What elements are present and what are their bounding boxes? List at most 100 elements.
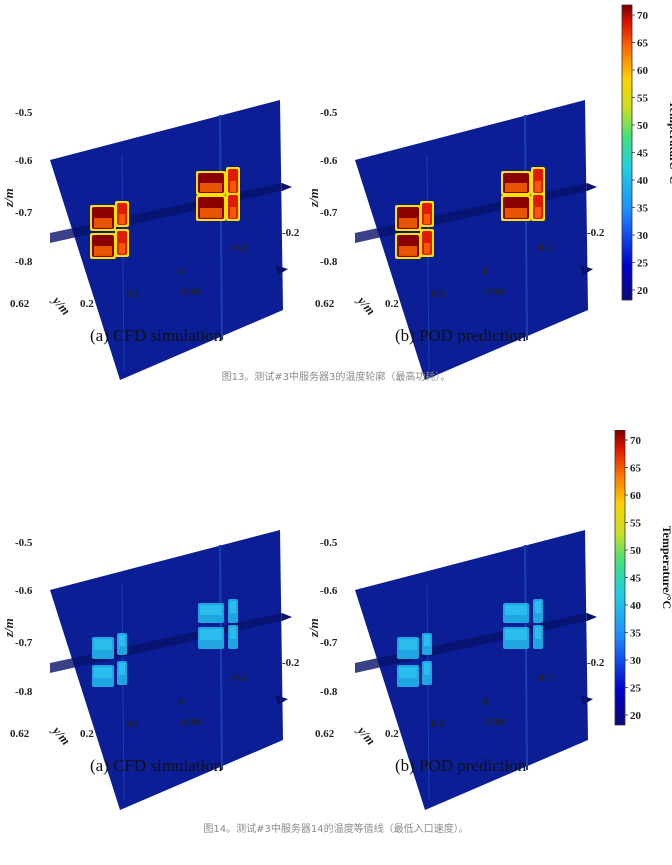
z-axis-label: z/m: [1, 618, 16, 638]
figure-13-caption: 图13。测试#3中服务器3的温度轮廓（最高功耗）。: [221, 372, 451, 383]
x-tick-label: 0: [483, 266, 489, 278]
colorbar-tick-label: 45: [630, 573, 642, 585]
server-block-highlight: [200, 629, 222, 640]
server-block-highlight: [399, 639, 417, 650]
panel-label: (a) CFD simulation: [90, 326, 223, 345]
x-tick-label: 0: [483, 696, 489, 708]
plane-fin: [587, 613, 597, 621]
z-tick-label: -0.5: [320, 537, 338, 549]
x-tick-label: 0.1: [431, 288, 445, 300]
colorbar-tick-label: 60: [637, 65, 649, 77]
server-block-highlight: [119, 635, 125, 646]
colorbar-tick-label: 65: [630, 463, 642, 475]
server-block-highlight: [505, 629, 527, 640]
x-tick-label: -0.2: [282, 227, 300, 239]
plane-seam: [524, 114, 528, 341]
server-block-highlight: [424, 214, 430, 224]
colorbar-tick-label: 70: [637, 10, 649, 22]
z-axis-label: z/m: [306, 618, 321, 638]
x-tick-label: 0.1: [126, 718, 140, 730]
server-block-highlight: [505, 208, 527, 218]
temperature-plane: [50, 100, 283, 380]
z-tick-label: -0.6: [15, 155, 33, 167]
x-tick-label: 0.1: [431, 718, 445, 730]
colorbar-tick-label: 35: [637, 203, 649, 215]
server-block-highlight: [399, 218, 417, 228]
colorbar-tick-label: 25: [630, 683, 642, 695]
z-tick-label: -0.7: [320, 207, 338, 219]
colorbar-tick-label: 50: [637, 120, 649, 132]
server-block-highlight: [119, 663, 125, 675]
z-tick-label: -0.8: [15, 256, 33, 268]
colorbar: [614, 429, 626, 726]
panel-label: (b) POD prediction: [395, 326, 527, 345]
z-tick-label: -0.7: [15, 637, 33, 649]
colorbar-tick-label: 55: [637, 93, 649, 105]
server-block-highlight: [200, 605, 222, 615]
y-tick-label: 0.62: [10, 298, 30, 310]
colorbar-tick-label: 55: [630, 518, 642, 530]
z-tick-label: -0.5: [320, 107, 338, 119]
colorbar-title: Temperature/°C: [660, 526, 672, 609]
server-block-highlight: [399, 246, 417, 256]
server-block-highlight: [535, 207, 541, 218]
z-tick-label: -0.8: [320, 256, 338, 268]
x-tick-label: -0.2: [282, 657, 300, 669]
temperature-plane: [355, 100, 588, 380]
server-block-highlight: [230, 207, 236, 218]
plane-seam: [219, 544, 223, 771]
plane-seam: [524, 544, 528, 771]
x-axis-label: x/m: [484, 283, 505, 298]
z-tick-label: -0.7: [320, 637, 338, 649]
plot-panel-1: -0.5 -0.6 -0.7 -0.8 z/m 0.1 0 -0.1 -0.2 x/m 0.62 0.…: [306, 100, 605, 380]
x-axis-label: x/m: [484, 713, 505, 728]
figure-14-plot: -0.5 -0.6 -0.7 -0.8 z/m 0.1 0 -0.1 -0.2 x/m 0.62 0.…: [1, 429, 672, 810]
colorbar-tick-label: 20: [637, 285, 649, 297]
x-tick-label: -0.1: [230, 242, 247, 254]
y-axis-label: y/m: [353, 722, 378, 748]
x-tick-label: 0: [178, 696, 184, 708]
z-tick-label: -0.5: [15, 537, 33, 549]
server-block-highlight: [230, 627, 236, 639]
plane-fin: [275, 695, 288, 705]
server-block-highlight: [505, 183, 527, 192]
y-axis-label: y/m: [48, 722, 73, 748]
server-block-highlight: [94, 639, 112, 650]
plane-seam: [121, 584, 125, 801]
colorbar-tick-label: 20: [630, 710, 642, 722]
figure-13: -0.5 -0.6 -0.7 -0.8 z/m 0.1 0 -0.1 -0.2 x/m 0.62 0.…: [0, 0, 672, 392]
colorbar-tick-label: 45: [637, 148, 649, 160]
colorbar-tick-label: 65: [637, 38, 649, 50]
figure-13-plot: -0.5 -0.6 -0.7 -0.8 z/m 0.1 0 -0.1 -0.2 x/m 0.62 0.…: [1, 4, 672, 380]
plane-fin: [587, 183, 597, 191]
y-axis-label: y/m: [353, 292, 378, 318]
colorbar-tick-label: 30: [637, 230, 649, 242]
z-axis-label: z/m: [1, 188, 16, 208]
colorbar-title: Temperature/°C: [667, 101, 672, 184]
x-tick-label: -0.1: [230, 672, 247, 684]
z-tick-label: -0.7: [15, 207, 33, 219]
x-tick-label: -0.2: [587, 227, 605, 239]
y-tick-label: 0.62: [315, 298, 335, 310]
temperature-plane: [50, 530, 283, 810]
plot-panel-1: -0.5 -0.6 -0.7 -0.8 z/m 0.1 0 -0.1 -0.2 x/m 0.62 0.…: [306, 530, 605, 810]
y-tick-label: 0.62: [315, 728, 335, 740]
server-block-highlight: [200, 208, 222, 218]
plane-seam: [426, 154, 430, 371]
colorbar-tick-label: 40: [630, 600, 642, 612]
plane-fin: [282, 183, 292, 191]
z-tick-label: -0.6: [320, 155, 338, 167]
colorbar-tick-label: 25: [637, 258, 649, 270]
y-tick-label: 0.62: [10, 728, 30, 740]
x-tick-label: -0.2: [587, 657, 605, 669]
colorbar-tick-label: 40: [637, 175, 649, 187]
colorbar-tick-label: 30: [630, 655, 642, 667]
x-axis-label: x/m: [179, 283, 200, 298]
server-block-highlight: [230, 181, 236, 192]
colorbar-tick-label: 70: [630, 435, 642, 447]
colorbar-tick-label: 60: [630, 490, 642, 502]
server-block-highlight: [399, 667, 417, 678]
server-block-highlight: [424, 635, 430, 646]
x-tick-label: -0.1: [535, 242, 552, 254]
figure-14-caption: 图14。测试#3中服务器14的温度等值线（最低入口速度）。: [203, 824, 469, 835]
